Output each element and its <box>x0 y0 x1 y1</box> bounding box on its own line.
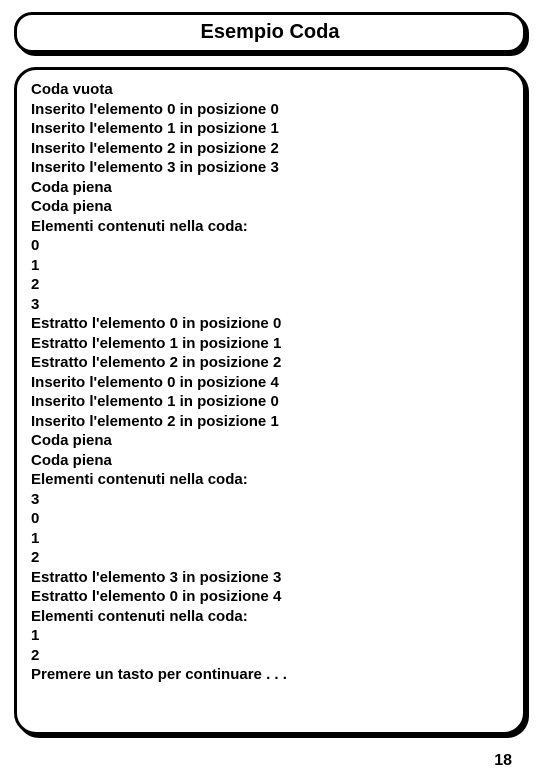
output-line: Coda vuota <box>31 80 509 100</box>
output-line: Elementi contenuti nella coda: <box>31 607 509 627</box>
content-box: Coda vuotaInserito l'elemento 0 in posiz… <box>14 67 526 735</box>
slide-title: Esempio Coda <box>17 21 523 44</box>
output-line: Estratto l'elemento 3 in posizione 3 <box>31 568 509 588</box>
output-line: Estratto l'elemento 0 in posizione 4 <box>31 587 509 607</box>
output-line: Inserito l'elemento 0 in posizione 4 <box>31 373 509 393</box>
output-line: Inserito l'elemento 2 in posizione 2 <box>31 139 509 159</box>
output-line: 2 <box>31 548 509 568</box>
output-line: Elementi contenuti nella coda: <box>31 470 509 490</box>
output-line: Inserito l'elemento 1 in posizione 1 <box>31 119 509 139</box>
output-line: Coda piena <box>31 431 509 451</box>
output-line: Premere un tasto per continuare . . . <box>31 665 509 685</box>
page-number: 18 <box>494 752 512 770</box>
output-line: 1 <box>31 626 509 646</box>
title-box: Esempio Coda <box>14 12 526 53</box>
output-line: 1 <box>31 529 509 549</box>
output-line: Inserito l'elemento 3 in posizione 3 <box>31 158 509 178</box>
output-line: Estratto l'elemento 2 in posizione 2 <box>31 353 509 373</box>
output-line: Estratto l'elemento 0 in posizione 0 <box>31 314 509 334</box>
output-line: Estratto l'elemento 1 in posizione 1 <box>31 334 509 354</box>
output-line: Inserito l'elemento 1 in posizione 0 <box>31 392 509 412</box>
output-line: 3 <box>31 295 509 315</box>
output-line: 2 <box>31 275 509 295</box>
output-line: Elementi contenuti nella coda: <box>31 217 509 237</box>
output-line: Inserito l'elemento 0 in posizione 0 <box>31 100 509 120</box>
output-line: 0 <box>31 236 509 256</box>
output-line: Coda piena <box>31 197 509 217</box>
output-line: Inserito l'elemento 2 in posizione 1 <box>31 412 509 432</box>
output-line: 3 <box>31 490 509 510</box>
output-line: 0 <box>31 509 509 529</box>
output-line: Coda piena <box>31 178 509 198</box>
output-line: Coda piena <box>31 451 509 471</box>
output-line: 2 <box>31 646 509 666</box>
output-line: 1 <box>31 256 509 276</box>
